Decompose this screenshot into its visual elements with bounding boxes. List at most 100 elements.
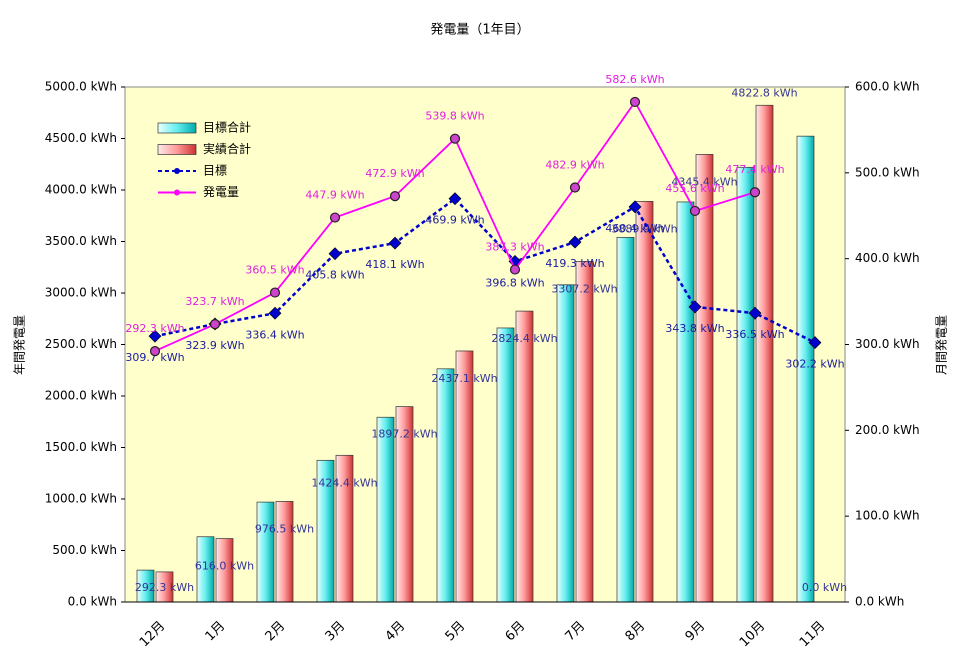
bar bbox=[575, 261, 594, 603]
y-tick-label: 1500.0 kWh bbox=[45, 440, 117, 454]
marker bbox=[449, 133, 461, 144]
bar bbox=[275, 501, 294, 603]
line-value-label: 460.4 kWh bbox=[605, 222, 664, 235]
y-tick-label: 1000.0 kWh bbox=[45, 492, 117, 506]
legend-marker bbox=[174, 189, 180, 196]
marker bbox=[148, 329, 162, 343]
marker bbox=[388, 236, 402, 250]
x-tick-label: 7月 bbox=[563, 619, 589, 645]
bar-value-label: 0.0 kWh bbox=[802, 581, 847, 594]
y-axis-label: 年間発電量 bbox=[13, 315, 27, 375]
x-tick-label: 6月 bbox=[503, 619, 529, 645]
bar bbox=[695, 154, 714, 603]
bar-value-label: 1424.4 kWh bbox=[311, 476, 377, 489]
line-value-label: 323.9 kWh bbox=[185, 339, 244, 352]
marker bbox=[389, 190, 401, 202]
bar-value-label: 2824.4 kWh bbox=[491, 332, 557, 345]
x-tick-label: 9月 bbox=[683, 619, 709, 645]
bar-value-label: 292.3 kWh bbox=[135, 581, 194, 594]
y-tick-label: 3000.0 kWh bbox=[45, 286, 117, 300]
line-value-label: 447.9 kWh bbox=[305, 189, 364, 202]
x-tick-label: 3月 bbox=[323, 619, 349, 645]
marker bbox=[749, 187, 761, 198]
bar bbox=[515, 310, 534, 603]
bar bbox=[755, 104, 774, 603]
line-value-label: 582.6 kWh bbox=[605, 73, 664, 86]
bar-value-label: 3307.2 kWh bbox=[551, 282, 617, 295]
line-value-label: 405.8 kWh bbox=[305, 269, 364, 282]
bar bbox=[556, 284, 575, 603]
marker bbox=[689, 205, 701, 217]
x-tick-label: 12月 bbox=[137, 619, 168, 650]
x-tick-label: 8月 bbox=[623, 619, 649, 645]
line-value-label: 539.8 kWh bbox=[425, 110, 484, 123]
x-tick-label: 11月 bbox=[797, 619, 828, 650]
y2-tick-label: 200.0 kWh bbox=[855, 423, 920, 437]
line-value-label: 336.4 kWh bbox=[245, 328, 304, 341]
bar bbox=[736, 166, 755, 603]
bar-value-label: 1897.2 kWh bbox=[371, 428, 437, 441]
line-value-label: 387.3 kWh bbox=[485, 241, 544, 254]
line-value-label: 469.9 kWh bbox=[425, 214, 484, 227]
y-tick-label: 5000.0 kWh bbox=[45, 80, 117, 94]
y2-tick-label: 0.0 kWh bbox=[855, 595, 904, 609]
marker bbox=[448, 192, 462, 206]
y-tick-label: 3500.0 kWh bbox=[45, 234, 117, 248]
y-tick-label: 2500.0 kWh bbox=[45, 337, 117, 351]
y2-tick-label: 600.0 kWh bbox=[855, 80, 920, 94]
line-value-label: 323.7 kWh bbox=[185, 295, 244, 308]
bar bbox=[436, 368, 455, 603]
x-tick-label: 1月 bbox=[203, 619, 229, 645]
y-tick-label: 500.0 kWh bbox=[52, 543, 117, 557]
marker bbox=[748, 306, 762, 320]
line-value-label: 396.8 kWh bbox=[485, 276, 544, 289]
x-tick-label: 5月 bbox=[443, 619, 469, 645]
bar bbox=[376, 416, 395, 603]
line-value-label: 472.9 kWh bbox=[365, 167, 424, 180]
marker bbox=[569, 182, 581, 193]
legend-label: 発電量 bbox=[203, 185, 239, 199]
y2-tick-label: 300.0 kWh bbox=[855, 337, 920, 351]
bar bbox=[455, 350, 474, 603]
y-tick-label: 2000.0 kWh bbox=[45, 389, 117, 403]
line-value-label: 455.6 kWh bbox=[665, 182, 724, 195]
marker bbox=[268, 306, 282, 320]
x-tick-label: 10月 bbox=[737, 619, 768, 650]
marker bbox=[629, 96, 641, 108]
marker bbox=[688, 300, 702, 314]
legend-swatch bbox=[157, 144, 197, 155]
legend-label: 目標合計 bbox=[203, 120, 251, 135]
line-value-label: 302.2 kWh bbox=[785, 358, 844, 371]
line-value-label: 419.3 kWh bbox=[545, 257, 604, 270]
y-tick-label: 0.0 kWh bbox=[68, 595, 117, 609]
bar-value-label: 4822.8 kWh bbox=[731, 86, 797, 99]
line-value-label: 482.9 kWh bbox=[545, 159, 604, 172]
marker bbox=[509, 264, 521, 275]
marker bbox=[329, 212, 341, 223]
legend-label: 目標 bbox=[203, 164, 227, 178]
x-tick-label: 4月 bbox=[383, 619, 409, 645]
y2-axis-label: 月間発電量 bbox=[935, 315, 949, 375]
line-value-label: 418.1 kWh bbox=[365, 258, 424, 271]
bar-value-label: 3889.9 kWh bbox=[611, 222, 677, 235]
bar-value-label: 976.5 kWh bbox=[255, 522, 314, 535]
bar bbox=[676, 201, 695, 603]
marker bbox=[209, 319, 221, 330]
line-value-label: 343.8 kWh bbox=[665, 322, 724, 335]
bar bbox=[496, 327, 515, 603]
bar-value-label: 616.0 kWh bbox=[195, 560, 254, 573]
bar bbox=[635, 200, 654, 603]
marker bbox=[149, 346, 161, 357]
plot-area bbox=[124, 86, 846, 603]
line-value-label: 336.5 kWh bbox=[725, 328, 784, 341]
y2-tick-label: 100.0 kWh bbox=[855, 509, 920, 523]
y-tick-label: 4500.0 kWh bbox=[45, 131, 117, 145]
line bbox=[154, 197, 816, 344]
line-value-label: 292.3 kWh bbox=[125, 322, 184, 335]
legend-label: 実績合計 bbox=[203, 141, 251, 156]
bar bbox=[616, 236, 635, 603]
marker bbox=[568, 235, 582, 249]
marker bbox=[808, 336, 822, 350]
y2-tick-label: 500.0 kWh bbox=[855, 165, 920, 179]
line-value-label: 309.7 kWh bbox=[125, 351, 184, 364]
